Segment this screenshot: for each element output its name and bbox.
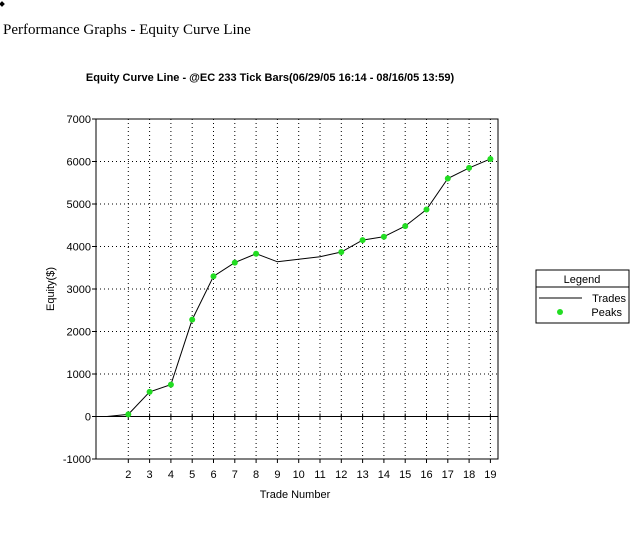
chart-title: Equity Curve Line - @EC 233 Tick Bars(06… (86, 72, 455, 84)
x-tick-label: 6 (210, 469, 216, 481)
x-tick-label: 12 (335, 469, 347, 481)
legend-title: Legend (564, 274, 601, 286)
x-tick-label: 4 (168, 469, 174, 481)
x-axis-label: Trade Number (260, 489, 331, 501)
peak-point (359, 237, 366, 244)
peak-point (487, 155, 494, 162)
legend-box (535, 269, 630, 324)
peak-point (167, 381, 174, 388)
x-tick-label: 5 (189, 469, 195, 481)
y-tick-label: 1000 (67, 369, 91, 381)
y-tick-label: 2000 (67, 327, 91, 339)
peak-point (338, 249, 345, 256)
x-tick-label: 10 (293, 469, 305, 481)
series (106, 155, 494, 418)
peak-point (189, 316, 196, 323)
peak-point (231, 259, 238, 266)
y-tick-label: 6000 (67, 157, 91, 169)
legend-peaks-label: Peaks (591, 307, 622, 319)
legend-peaks-swatch (557, 309, 563, 315)
x-tick-label: 3 (147, 469, 153, 481)
x-tick-label: 9 (274, 469, 280, 481)
y-axis-label: Equity($) (45, 267, 57, 311)
x-tick-label: 13 (356, 469, 368, 481)
y-tick-label: 5000 (67, 199, 91, 211)
y-tick-label: 3000 (67, 284, 91, 296)
peak-point (402, 223, 409, 230)
x-ticks: 2 3 4 5 6 7 8 9 10 11 12 13 14 15 16 17 18 19 (125, 459, 497, 481)
x-tick-label: 17 (442, 469, 454, 481)
peak-point (210, 273, 217, 280)
y-tick-label: 7000 (67, 114, 91, 126)
peak-point (423, 206, 430, 213)
peak-point (125, 411, 132, 418)
x-tick-label: 15 (399, 469, 411, 481)
peak-point (380, 233, 387, 240)
peak-point (146, 388, 153, 395)
grid (96, 119, 498, 459)
x-tick-label: 8 (253, 469, 259, 481)
y-ticks: -1000 0 1000 2000 3000 4000 5000 6000 7000 (63, 114, 96, 466)
peak-point (444, 175, 451, 182)
x-tick-label: 11 (314, 469, 325, 481)
x-tick-label: 7 (232, 469, 238, 481)
zero-axis (96, 413, 498, 420)
x-tick-label: 19 (484, 469, 496, 481)
x-tick-label: 18 (463, 469, 475, 481)
x-tick-label: 14 (378, 469, 390, 481)
y-tick-label: -1000 (63, 454, 91, 466)
peak-point (253, 250, 260, 257)
page-heading: Performance Graphs - Equity Curve Line (3, 22, 251, 38)
peak-point (466, 164, 473, 171)
x-tick-label: 16 (420, 469, 432, 481)
legend-trades-label: Trades (592, 293, 626, 305)
y-tick-label: 4000 (67, 242, 91, 254)
legend: Legend Trades Peaks (535, 269, 630, 324)
x-tick-label: 2 (125, 469, 131, 481)
y-tick-label: 0 (85, 412, 91, 424)
